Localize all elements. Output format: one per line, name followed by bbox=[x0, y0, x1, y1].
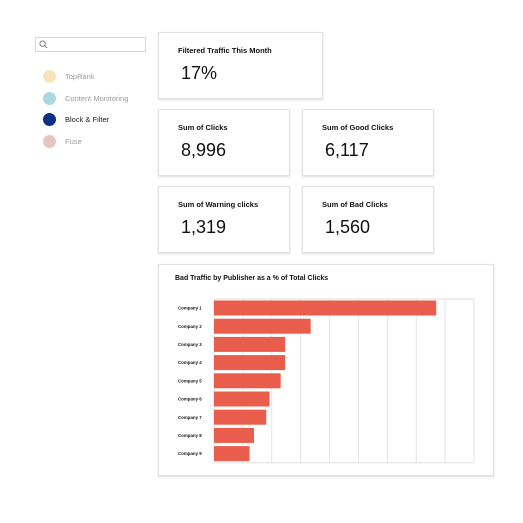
toprank-dot-icon bbox=[43, 70, 56, 83]
chart-category-label: Company 2 bbox=[178, 324, 202, 329]
card-value: 8,996 bbox=[181, 140, 227, 160]
bad-traffic-chart-card: Bad Traffic by Publisher as a % of Total… bbox=[158, 264, 494, 476]
chart-category-label: Company 3 bbox=[178, 342, 202, 347]
search-box[interactable] bbox=[35, 37, 146, 52]
chart-bar[interactable] bbox=[214, 318, 311, 334]
chart-category-label: Company 1 bbox=[178, 306, 202, 311]
content-monitoring-dot-icon bbox=[43, 91, 56, 105]
sidebar-item-label: Fuse bbox=[65, 136, 82, 146]
sidebar-item-content-monitoring[interactable]: Content Monitoring bbox=[43, 88, 153, 109]
sidebar-item-label: TopRank bbox=[65, 72, 95, 81]
sidebar-item-block-filter[interactable]: Block & Filter bbox=[43, 109, 153, 130]
sidebar-item-toprank[interactable]: TopRank bbox=[43, 66, 153, 87]
chart-category-label: Company 6 bbox=[178, 397, 202, 402]
block-filter-dot-icon bbox=[43, 113, 56, 127]
search-input[interactable] bbox=[50, 38, 144, 51]
chart-category-label: Company 4 bbox=[178, 360, 202, 365]
chart-category-label: Company 5 bbox=[178, 378, 202, 383]
sum-of-clicks-card: Sum of Clicks 8,996 bbox=[158, 109, 290, 176]
chart-category-label: Company 9 bbox=[178, 451, 202, 456]
card-value: 17% bbox=[181, 63, 218, 83]
chart-category-label: Company 7 bbox=[178, 415, 202, 420]
bad-traffic-bar-chart: Company 1 Company 2 Company 3 Company 4 Comp… bbox=[178, 298, 475, 464]
card-title: Sum of Warning clicks bbox=[178, 200, 259, 209]
card-title: Sum of Clicks bbox=[178, 123, 228, 132]
chart-bar[interactable] bbox=[214, 373, 281, 389]
card-title: Sum of Bad Clicks bbox=[322, 200, 388, 209]
sum-of-bad-clicks-card: Sum of Bad Clicks 1,560 bbox=[302, 186, 434, 253]
card-value: 6,117 bbox=[325, 140, 369, 160]
chart-bar[interactable] bbox=[214, 355, 286, 371]
chart-bar[interactable] bbox=[214, 409, 267, 425]
chart-category-label: Company 8 bbox=[178, 433, 202, 438]
chart-bar[interactable] bbox=[214, 427, 254, 443]
sidebar-item-label: Content Monitoring bbox=[65, 93, 129, 103]
card-value: 1,319 bbox=[181, 217, 227, 237]
card-title: Sum of Good Clicks bbox=[322, 123, 394, 132]
chart-bar[interactable] bbox=[214, 336, 286, 352]
filtered-traffic-card: Filtered Traffic This Month 17% bbox=[158, 32, 323, 99]
sidebar-item-fuse[interactable]: Fuse bbox=[43, 131, 153, 152]
search-icon bbox=[39, 40, 48, 49]
sidebar: TopRank Content Monitoring Block & Filte… bbox=[43, 66, 153, 152]
chart-bar[interactable] bbox=[214, 446, 250, 462]
sidebar-item-label: Block & Filter bbox=[65, 115, 110, 125]
card-title: Filtered Traffic This Month bbox=[178, 46, 272, 55]
sum-of-good-clicks-card: Sum of Good Clicks 6,117 bbox=[302, 109, 434, 176]
chart-bar[interactable] bbox=[214, 300, 437, 316]
fuse-dot-icon bbox=[43, 134, 56, 148]
chart-bar[interactable] bbox=[214, 391, 270, 407]
card-value: 1,560 bbox=[325, 217, 371, 237]
chart-title: Bad Traffic by Publisher as a % of Total… bbox=[175, 275, 329, 282]
sum-of-warning-clicks-card: Sum of Warning clicks 1,319 bbox=[158, 186, 290, 253]
